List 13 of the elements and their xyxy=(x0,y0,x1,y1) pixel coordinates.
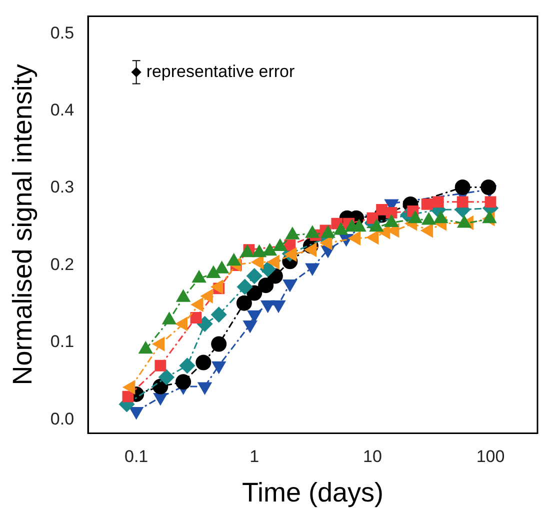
y-tick-label: 0.0 xyxy=(50,409,74,428)
x-axis-title: Time (days) xyxy=(242,477,384,508)
annotation: representative error xyxy=(146,62,295,81)
y-tick-label: 0.1 xyxy=(50,332,74,352)
y-tick-label: 0.3 xyxy=(50,178,74,197)
y-axis-title: Normalised signal intensity xyxy=(8,64,38,386)
x-tick-label: 1 xyxy=(250,447,260,466)
y-tick-label: 0.4 xyxy=(50,100,74,120)
x-tick-label: 0.1 xyxy=(124,447,148,466)
x-tick-label: 10 xyxy=(362,447,382,466)
y-tick-label: 0.2 xyxy=(50,254,74,274)
y-tick-label: 0.5 xyxy=(50,23,74,42)
x-tick-label: 100 xyxy=(476,447,505,466)
